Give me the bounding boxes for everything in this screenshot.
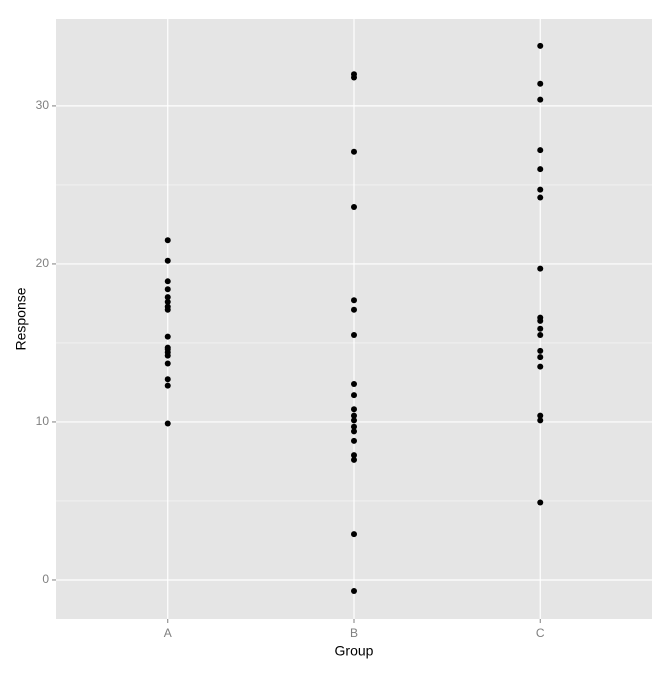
point xyxy=(351,531,357,538)
point xyxy=(351,588,357,595)
point xyxy=(164,352,171,359)
point xyxy=(164,306,171,313)
x-axis-title: Group xyxy=(335,643,374,659)
point xyxy=(537,96,544,103)
point xyxy=(351,452,357,459)
point xyxy=(351,456,357,463)
point xyxy=(351,392,357,399)
point xyxy=(537,499,544,506)
point xyxy=(537,186,544,193)
point xyxy=(351,428,357,435)
point xyxy=(164,286,171,293)
point xyxy=(537,42,544,49)
point xyxy=(537,166,544,173)
point xyxy=(537,363,544,370)
point xyxy=(537,412,544,419)
x-tick-label: C xyxy=(536,626,545,640)
point xyxy=(537,317,544,324)
point xyxy=(537,417,544,424)
y-tick-label: 10 xyxy=(36,414,50,428)
point xyxy=(537,194,544,201)
point xyxy=(164,237,171,244)
point xyxy=(164,257,171,264)
point xyxy=(164,333,171,340)
point xyxy=(164,298,171,305)
point xyxy=(537,332,544,339)
point xyxy=(351,148,357,155)
point xyxy=(351,423,357,430)
y-tick-label: 20 xyxy=(36,256,50,270)
point xyxy=(351,297,357,304)
plot-layer: 0 10 20 30 A B C xyxy=(36,42,545,640)
point xyxy=(351,332,357,339)
point xyxy=(351,437,357,444)
point xyxy=(537,347,544,354)
point xyxy=(351,406,357,413)
point xyxy=(351,417,357,424)
point xyxy=(351,74,357,81)
x-tick-label: B xyxy=(350,626,358,640)
point xyxy=(351,412,357,419)
point xyxy=(537,147,544,154)
point xyxy=(164,382,171,389)
point xyxy=(537,265,544,272)
point xyxy=(351,306,357,313)
point xyxy=(164,376,171,383)
y-tick-label: 30 xyxy=(36,98,50,112)
point xyxy=(537,325,544,332)
point xyxy=(164,360,171,367)
y-axis-title: Response xyxy=(13,287,29,350)
point xyxy=(537,354,544,361)
point xyxy=(164,278,171,285)
point xyxy=(164,420,171,427)
x-tick-label: A xyxy=(164,626,172,640)
point xyxy=(537,80,544,87)
point xyxy=(164,294,171,301)
point xyxy=(351,204,357,211)
y-tick-label: 0 xyxy=(42,572,49,586)
point xyxy=(351,381,357,388)
